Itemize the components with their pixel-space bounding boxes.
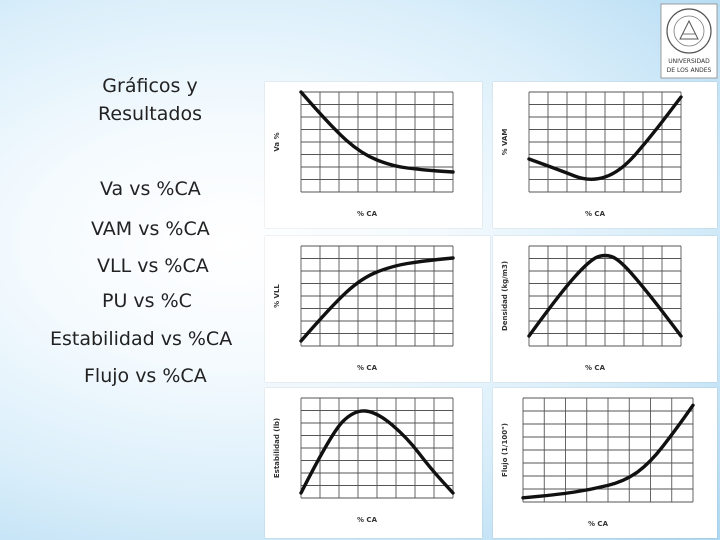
- chart-va: % CA Va %: [265, 82, 482, 228]
- item-vll: VLL vs %CA: [97, 255, 209, 277]
- x-axis-label: % CA: [357, 210, 378, 218]
- item-vam: VAM vs %CA: [91, 218, 210, 240]
- series-line-vam: [527, 95, 683, 181]
- item-flujo: Flujo vs %CA: [84, 365, 207, 387]
- x-axis-label: % CA: [357, 364, 378, 372]
- series-line-flujo: [521, 403, 695, 500]
- y-axis-label: Flujo (1/100"): [501, 423, 509, 477]
- x-axis-label: % CA: [585, 364, 606, 372]
- slide-title: Gráficos y Resultados: [98, 75, 202, 125]
- chart-flujo: % CA Flujo (1/100"): [493, 388, 717, 538]
- series-line-va: [299, 90, 455, 174]
- chart-vll: % CA % VLL: [265, 236, 490, 382]
- item-pu: PU vs %C: [102, 290, 192, 312]
- y-axis-label: % VLL: [273, 284, 281, 308]
- series-line-vll: [299, 256, 455, 343]
- chart-densidad: % CA Densidad (kg/m3): [493, 236, 717, 382]
- item-va: Va vs %CA: [100, 178, 201, 200]
- y-axis-label: Va %: [273, 132, 281, 151]
- x-axis-label: % CA: [357, 516, 378, 524]
- logo-text-bottom: DE LOS ANDES: [667, 67, 712, 74]
- y-axis-label: Estabilidad (lb): [273, 418, 281, 478]
- chart-estabilidad: % CA Estabilidad (lb): [265, 388, 482, 538]
- logo-text-top: UNIVERSIDAD: [668, 58, 710, 65]
- item-estabilidad: Estabilidad vs %CA: [50, 328, 233, 350]
- university-logo: UNIVERSIDAD DE LOS ANDES: [660, 3, 718, 79]
- series-line-estabilidad: [299, 409, 455, 495]
- x-axis-label: % CA: [588, 520, 609, 528]
- series-line-densidad: [527, 253, 683, 338]
- chart-vam: % CA % VAM: [493, 82, 717, 228]
- y-axis-label: Densidad (kg/m3): [501, 261, 509, 331]
- x-axis-label: % CA: [585, 210, 606, 218]
- y-axis-label: % VAM: [501, 129, 509, 156]
